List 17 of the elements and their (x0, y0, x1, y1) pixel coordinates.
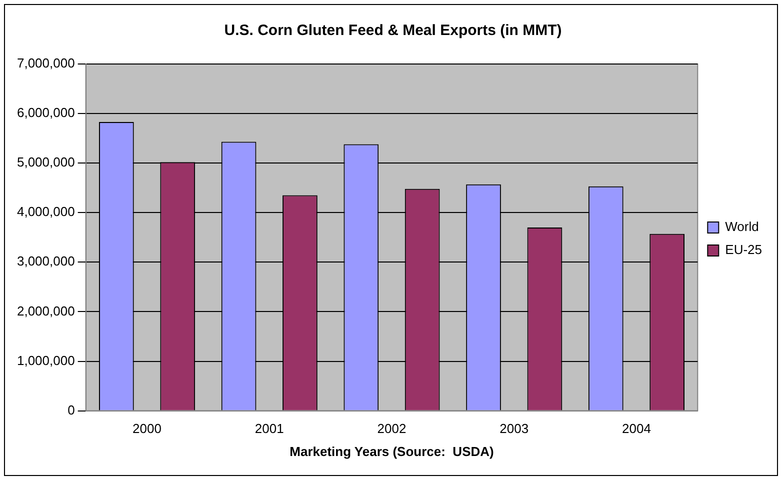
chart-title: U.S. Corn Gluten Feed & Meal Exports (in MMT) (224, 22, 562, 40)
legend-label: EU-25 (725, 242, 762, 258)
x-tick-label: 2001 (254, 421, 284, 436)
x-tick-label: 2004 (622, 421, 651, 436)
x-tick-label: 2003 (500, 421, 529, 436)
y-tick-label: 5,000,000 (16, 154, 75, 170)
y-tick-label: 3,000,000 (16, 254, 75, 269)
y-tick-label: 2,000,000 (16, 303, 75, 318)
x-tick-label: 2002 (377, 421, 406, 436)
x-tick-label: 2000 (132, 421, 162, 436)
y-tick-label: 1,000,000 (16, 352, 75, 368)
legend-label: World (725, 219, 759, 234)
y-tick-label: 6,000,000 (16, 105, 75, 120)
y-tick-label: 7,000,000 (16, 56, 75, 71)
x-axis-title: Marketing Years (Source: USDA) (290, 444, 494, 459)
y-tick-label: 4,000,000 (16, 204, 75, 220)
y-tick-label: 0 (68, 402, 75, 418)
